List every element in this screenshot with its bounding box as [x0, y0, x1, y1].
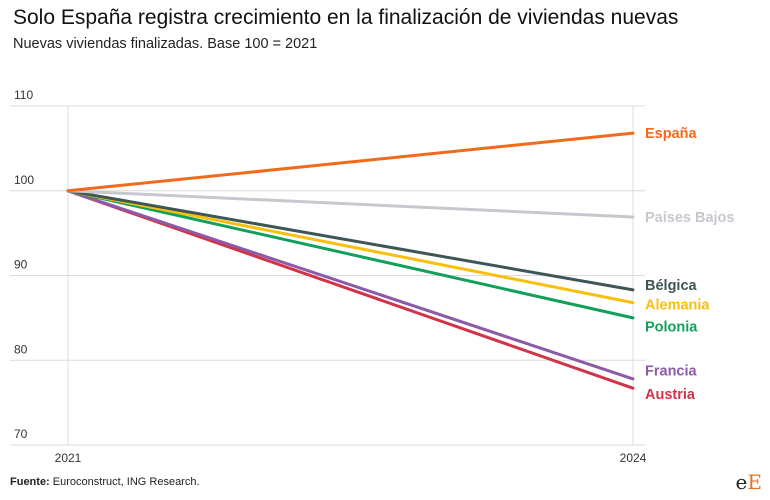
y-tick-label-80: 80 — [14, 342, 28, 356]
y-tick-label-90: 90 — [14, 258, 28, 272]
series-label-5: Polonia — [645, 319, 698, 335]
series-label-1: España — [645, 126, 698, 142]
series-line-6 — [66, 189, 635, 381]
brand-logo: eE — [736, 470, 762, 494]
logo-letter-b: E — [747, 470, 762, 494]
y-axis-ticks: 70 80 90 100 110 — [14, 88, 34, 441]
source-label: Fuente: — [10, 476, 50, 488]
x-tick-label-2021: 2021 — [55, 451, 82, 465]
chart-subtitle: Nuevas viviendas finalizadas. Base 100 =… — [13, 36, 318, 52]
series-line-1 — [66, 131, 635, 193]
series-line-2 — [66, 189, 635, 219]
chart-title: Solo España registra crecimiento en la f… — [13, 6, 679, 29]
x-axis-ticks: 2021 2024 — [55, 451, 647, 465]
series-label-4: Alemania — [645, 297, 710, 313]
source-note: Fuente: Euroconstruct, ING Research. — [10, 476, 200, 488]
series-labels: España Países Bajos Bélgica Alemania Polonia… — [645, 126, 734, 403]
series-label-6: Francia — [645, 363, 698, 379]
source-text: Euroconstruct, ING Research. — [52, 476, 200, 488]
series-lines — [66, 131, 635, 390]
series-line-4 — [66, 189, 635, 305]
series-label-7: Austria — [645, 387, 696, 403]
series-label-3: Bélgica — [645, 278, 698, 294]
y-tick-label-110: 110 — [14, 88, 33, 102]
logo-letter-a: e — [735, 470, 748, 494]
y-tick-label-70: 70 — [14, 427, 28, 441]
series-label-2: Países Bajos — [645, 210, 734, 226]
y-tick-label-100: 100 — [14, 173, 34, 187]
series-line-3 — [66, 189, 635, 292]
series-line-5 — [66, 189, 635, 320]
x-tick-label-2024: 2024 — [620, 451, 647, 465]
